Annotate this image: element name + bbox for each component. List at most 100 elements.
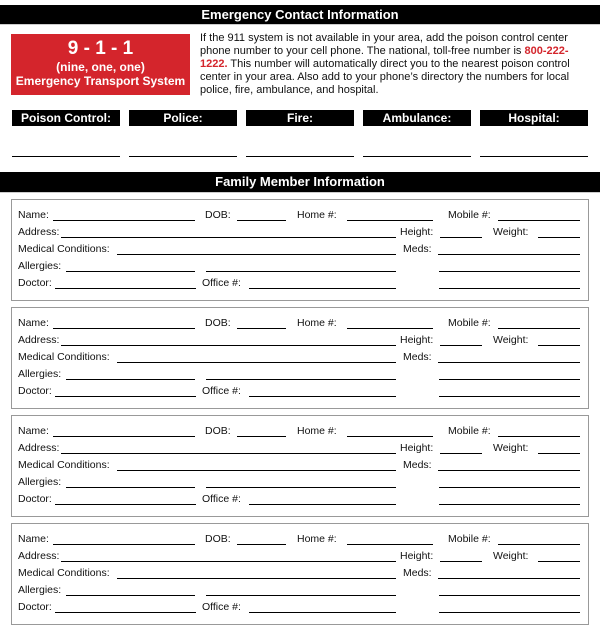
- contact-field[interactable]: [246, 156, 354, 157]
- contact-label: Fire:: [246, 110, 354, 126]
- form-field[interactable]: [61, 453, 396, 454]
- form-field[interactable]: [538, 561, 580, 562]
- form-field[interactable]: [117, 470, 396, 471]
- form-field[interactable]: [438, 362, 580, 363]
- intro-after: This number will automatically direct yo…: [200, 58, 570, 96]
- form-field[interactable]: [55, 396, 196, 397]
- form-field[interactable]: [66, 487, 195, 488]
- form-field[interactable]: [249, 396, 396, 397]
- contact-field[interactable]: [480, 156, 588, 157]
- dob-label: DOB:: [205, 317, 231, 329]
- form-field[interactable]: [438, 254, 580, 255]
- allergies-label: Allergies:: [18, 584, 62, 596]
- office-label: Office #:: [202, 493, 241, 505]
- form-field[interactable]: [237, 328, 286, 329]
- contact-field[interactable]: [12, 156, 120, 157]
- form-field[interactable]: [53, 544, 195, 545]
- form-field[interactable]: [498, 436, 580, 437]
- contact-label: Poison Control:: [12, 110, 120, 126]
- form-field[interactable]: [439, 288, 580, 289]
- form-field[interactable]: [538, 237, 580, 238]
- form-field[interactable]: [61, 561, 396, 562]
- height-label: Height:: [400, 550, 434, 562]
- form-field[interactable]: [117, 362, 396, 363]
- weight-label: Weight:: [493, 226, 529, 238]
- emergency-911-badge: 9 - 1 - 1 (nine, one, one) Emergency Tra…: [11, 34, 190, 95]
- form-field[interactable]: [206, 595, 396, 596]
- address-label: Address:: [18, 550, 60, 562]
- form-field[interactable]: [439, 487, 580, 488]
- form-field[interactable]: [498, 544, 580, 545]
- mobile-label: Mobile #:: [448, 209, 491, 221]
- dob-label: DOB:: [205, 533, 231, 545]
- contact-field[interactable]: [129, 156, 237, 157]
- name-label: Name:: [18, 533, 49, 545]
- form-field[interactable]: [61, 345, 396, 346]
- form-field[interactable]: [55, 612, 196, 613]
- form-field[interactable]: [498, 220, 580, 221]
- form-field[interactable]: [206, 487, 396, 488]
- form-field[interactable]: [206, 271, 396, 272]
- form-field[interactable]: [438, 578, 580, 579]
- form-field[interactable]: [440, 561, 482, 562]
- form-field[interactable]: [61, 237, 396, 238]
- meds-label: Meds:: [403, 351, 432, 363]
- family-member-header: Family Member Information: [0, 172, 600, 193]
- form-field[interactable]: [66, 595, 195, 596]
- address-label: Address:: [18, 334, 60, 346]
- form-field[interactable]: [439, 379, 580, 380]
- form-field[interactable]: [438, 470, 580, 471]
- form-field[interactable]: [55, 288, 196, 289]
- home-label: Home #:: [297, 425, 337, 437]
- family-member-card: Name: DOB: Home #: Mobile #: Address: Height:…: [11, 307, 589, 409]
- form-field[interactable]: [249, 612, 396, 613]
- form-field[interactable]: [439, 595, 580, 596]
- form-field[interactable]: [538, 345, 580, 346]
- form-field[interactable]: [439, 271, 580, 272]
- contact-field[interactable]: [363, 156, 471, 157]
- form-field[interactable]: [117, 254, 396, 255]
- poison-control-phone: 800-222-1222.: [200, 45, 569, 70]
- form-field[interactable]: [206, 379, 396, 380]
- address-label: Address:: [18, 226, 60, 238]
- office-label: Office #:: [202, 601, 241, 613]
- form-field[interactable]: [237, 544, 286, 545]
- form-field[interactable]: [53, 220, 195, 221]
- family-member-card: Name: DOB: Home #: Mobile #: Address: Height:…: [11, 415, 589, 517]
- height-label: Height:: [400, 442, 434, 454]
- form-field[interactable]: [440, 345, 482, 346]
- form-field[interactable]: [249, 504, 396, 505]
- mobile-label: Mobile #:: [448, 533, 491, 545]
- weight-label: Weight:: [493, 334, 529, 346]
- form-field[interactable]: [249, 288, 396, 289]
- allergies-label: Allergies:: [18, 368, 62, 380]
- intro-before: If the 911 system is not available in yo…: [200, 32, 568, 57]
- form-field[interactable]: [538, 453, 580, 454]
- form-field[interactable]: [347, 328, 433, 329]
- form-field[interactable]: [439, 504, 580, 505]
- form-field[interactable]: [347, 436, 433, 437]
- form-field[interactable]: [498, 328, 580, 329]
- form-field[interactable]: [53, 328, 195, 329]
- form-field[interactable]: [53, 436, 195, 437]
- height-label: Height:: [400, 334, 434, 346]
- form-field[interactable]: [237, 436, 286, 437]
- form-field[interactable]: [117, 578, 396, 579]
- family-member-card: Name: DOB: Home #: Mobile #: Address: Height:…: [11, 199, 589, 301]
- dob-label: DOB:: [205, 209, 231, 221]
- medical-label: Medical Conditions:: [18, 459, 110, 471]
- medical-label: Medical Conditions:: [18, 351, 110, 363]
- contact-label: Police:: [129, 110, 237, 126]
- meds-label: Meds:: [403, 243, 432, 255]
- doctor-label: Doctor:: [18, 277, 52, 289]
- form-field[interactable]: [440, 237, 482, 238]
- form-field[interactable]: [66, 379, 195, 380]
- form-field[interactable]: [55, 504, 196, 505]
- form-field[interactable]: [439, 396, 580, 397]
- form-field[interactable]: [347, 220, 433, 221]
- form-field[interactable]: [439, 612, 580, 613]
- form-field[interactable]: [66, 271, 195, 272]
- form-field[interactable]: [237, 220, 286, 221]
- form-field[interactable]: [347, 544, 433, 545]
- form-field[interactable]: [440, 453, 482, 454]
